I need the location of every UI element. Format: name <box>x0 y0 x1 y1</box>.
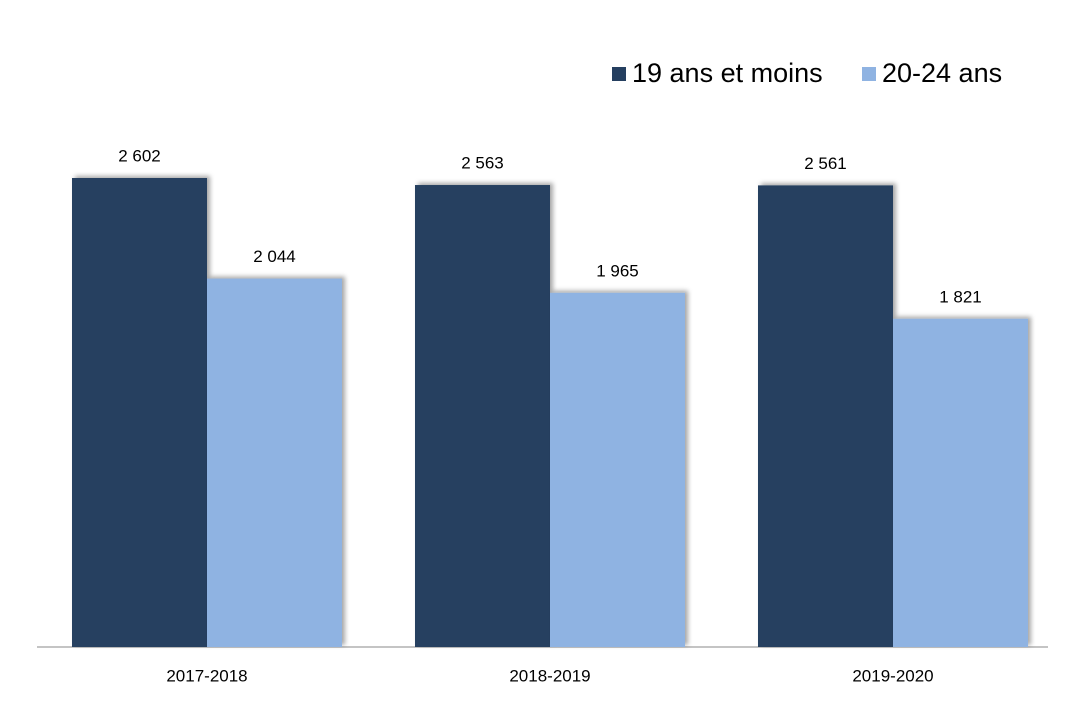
x-tick-label: 2019-2020 <box>852 666 933 685</box>
value-label: 2 563 <box>461 154 504 173</box>
bar <box>893 318 1028 647</box>
value-label: 1 821 <box>939 287 982 306</box>
bar <box>415 185 550 647</box>
bar <box>72 178 207 647</box>
legend-swatch <box>612 67 626 81</box>
x-tick-label: 2018-2019 <box>509 666 590 685</box>
value-label: 2 602 <box>118 146 161 165</box>
x-tick-label: 2017-2018 <box>166 666 247 685</box>
bar <box>207 278 342 647</box>
bar <box>550 292 685 647</box>
legend-swatch <box>862 67 876 81</box>
bar <box>758 185 893 648</box>
value-label: 1 965 <box>596 261 639 280</box>
value-label: 2 044 <box>253 247 296 266</box>
value-label: 2 561 <box>804 154 847 173</box>
legend-label: 19 ans et moins <box>632 58 823 88</box>
legend-label: 20-24 ans <box>882 58 1002 88</box>
